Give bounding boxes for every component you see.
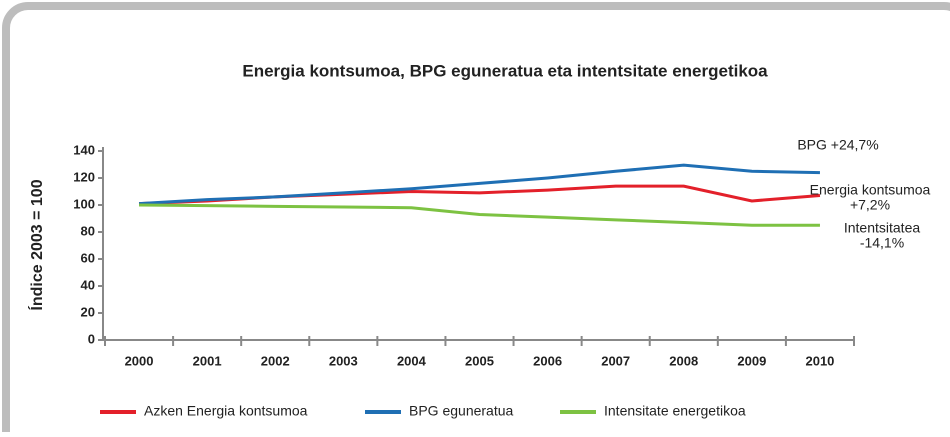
x-tick-label: 2001 xyxy=(193,353,222,368)
y-axis-label: Índice 2003 = 100 xyxy=(27,179,46,310)
series-line xyxy=(138,163,820,206)
x-tick-label: 2000 xyxy=(125,353,154,368)
annotation: -14,1% xyxy=(860,235,904,251)
y-tick-label: 120 xyxy=(73,169,95,184)
annotation: Energia kontsumoa xyxy=(810,182,931,198)
y-tick-label: 140 xyxy=(73,142,95,157)
series-line xyxy=(139,203,820,227)
y-tick-label: 20 xyxy=(81,304,95,319)
y-tick-label: 60 xyxy=(81,250,95,265)
annotation: Intentsitatea xyxy=(844,220,920,236)
x-tick-label: 2005 xyxy=(465,353,494,368)
legend-label: Intensitate energetikoa xyxy=(604,403,746,419)
y-tick-label: 0 xyxy=(88,331,95,346)
annotation: +7,2% xyxy=(850,197,890,213)
chart-title: Energia kontsumoa, BPG eguneratua eta in… xyxy=(242,61,768,80)
x-tick-label: 2008 xyxy=(669,353,698,368)
y-tick-label: 80 xyxy=(81,223,95,238)
x-tick-label: 2006 xyxy=(533,353,562,368)
y-tick-label: 40 xyxy=(81,277,95,292)
x-tick-label: 2010 xyxy=(805,353,834,368)
x-tick-label: 2007 xyxy=(601,353,630,368)
legend-label: BPG eguneratua xyxy=(409,403,514,419)
y-tick-label: 100 xyxy=(73,196,95,211)
x-tick-label: 2009 xyxy=(737,353,766,368)
legend-label: Azken Energia kontsumoa xyxy=(144,403,308,419)
x-tick-label: 2004 xyxy=(397,353,427,368)
annotation: BPG +24,7% xyxy=(797,137,878,153)
x-tick-label: 2003 xyxy=(329,353,358,368)
x-tick-label: 2002 xyxy=(261,353,290,368)
